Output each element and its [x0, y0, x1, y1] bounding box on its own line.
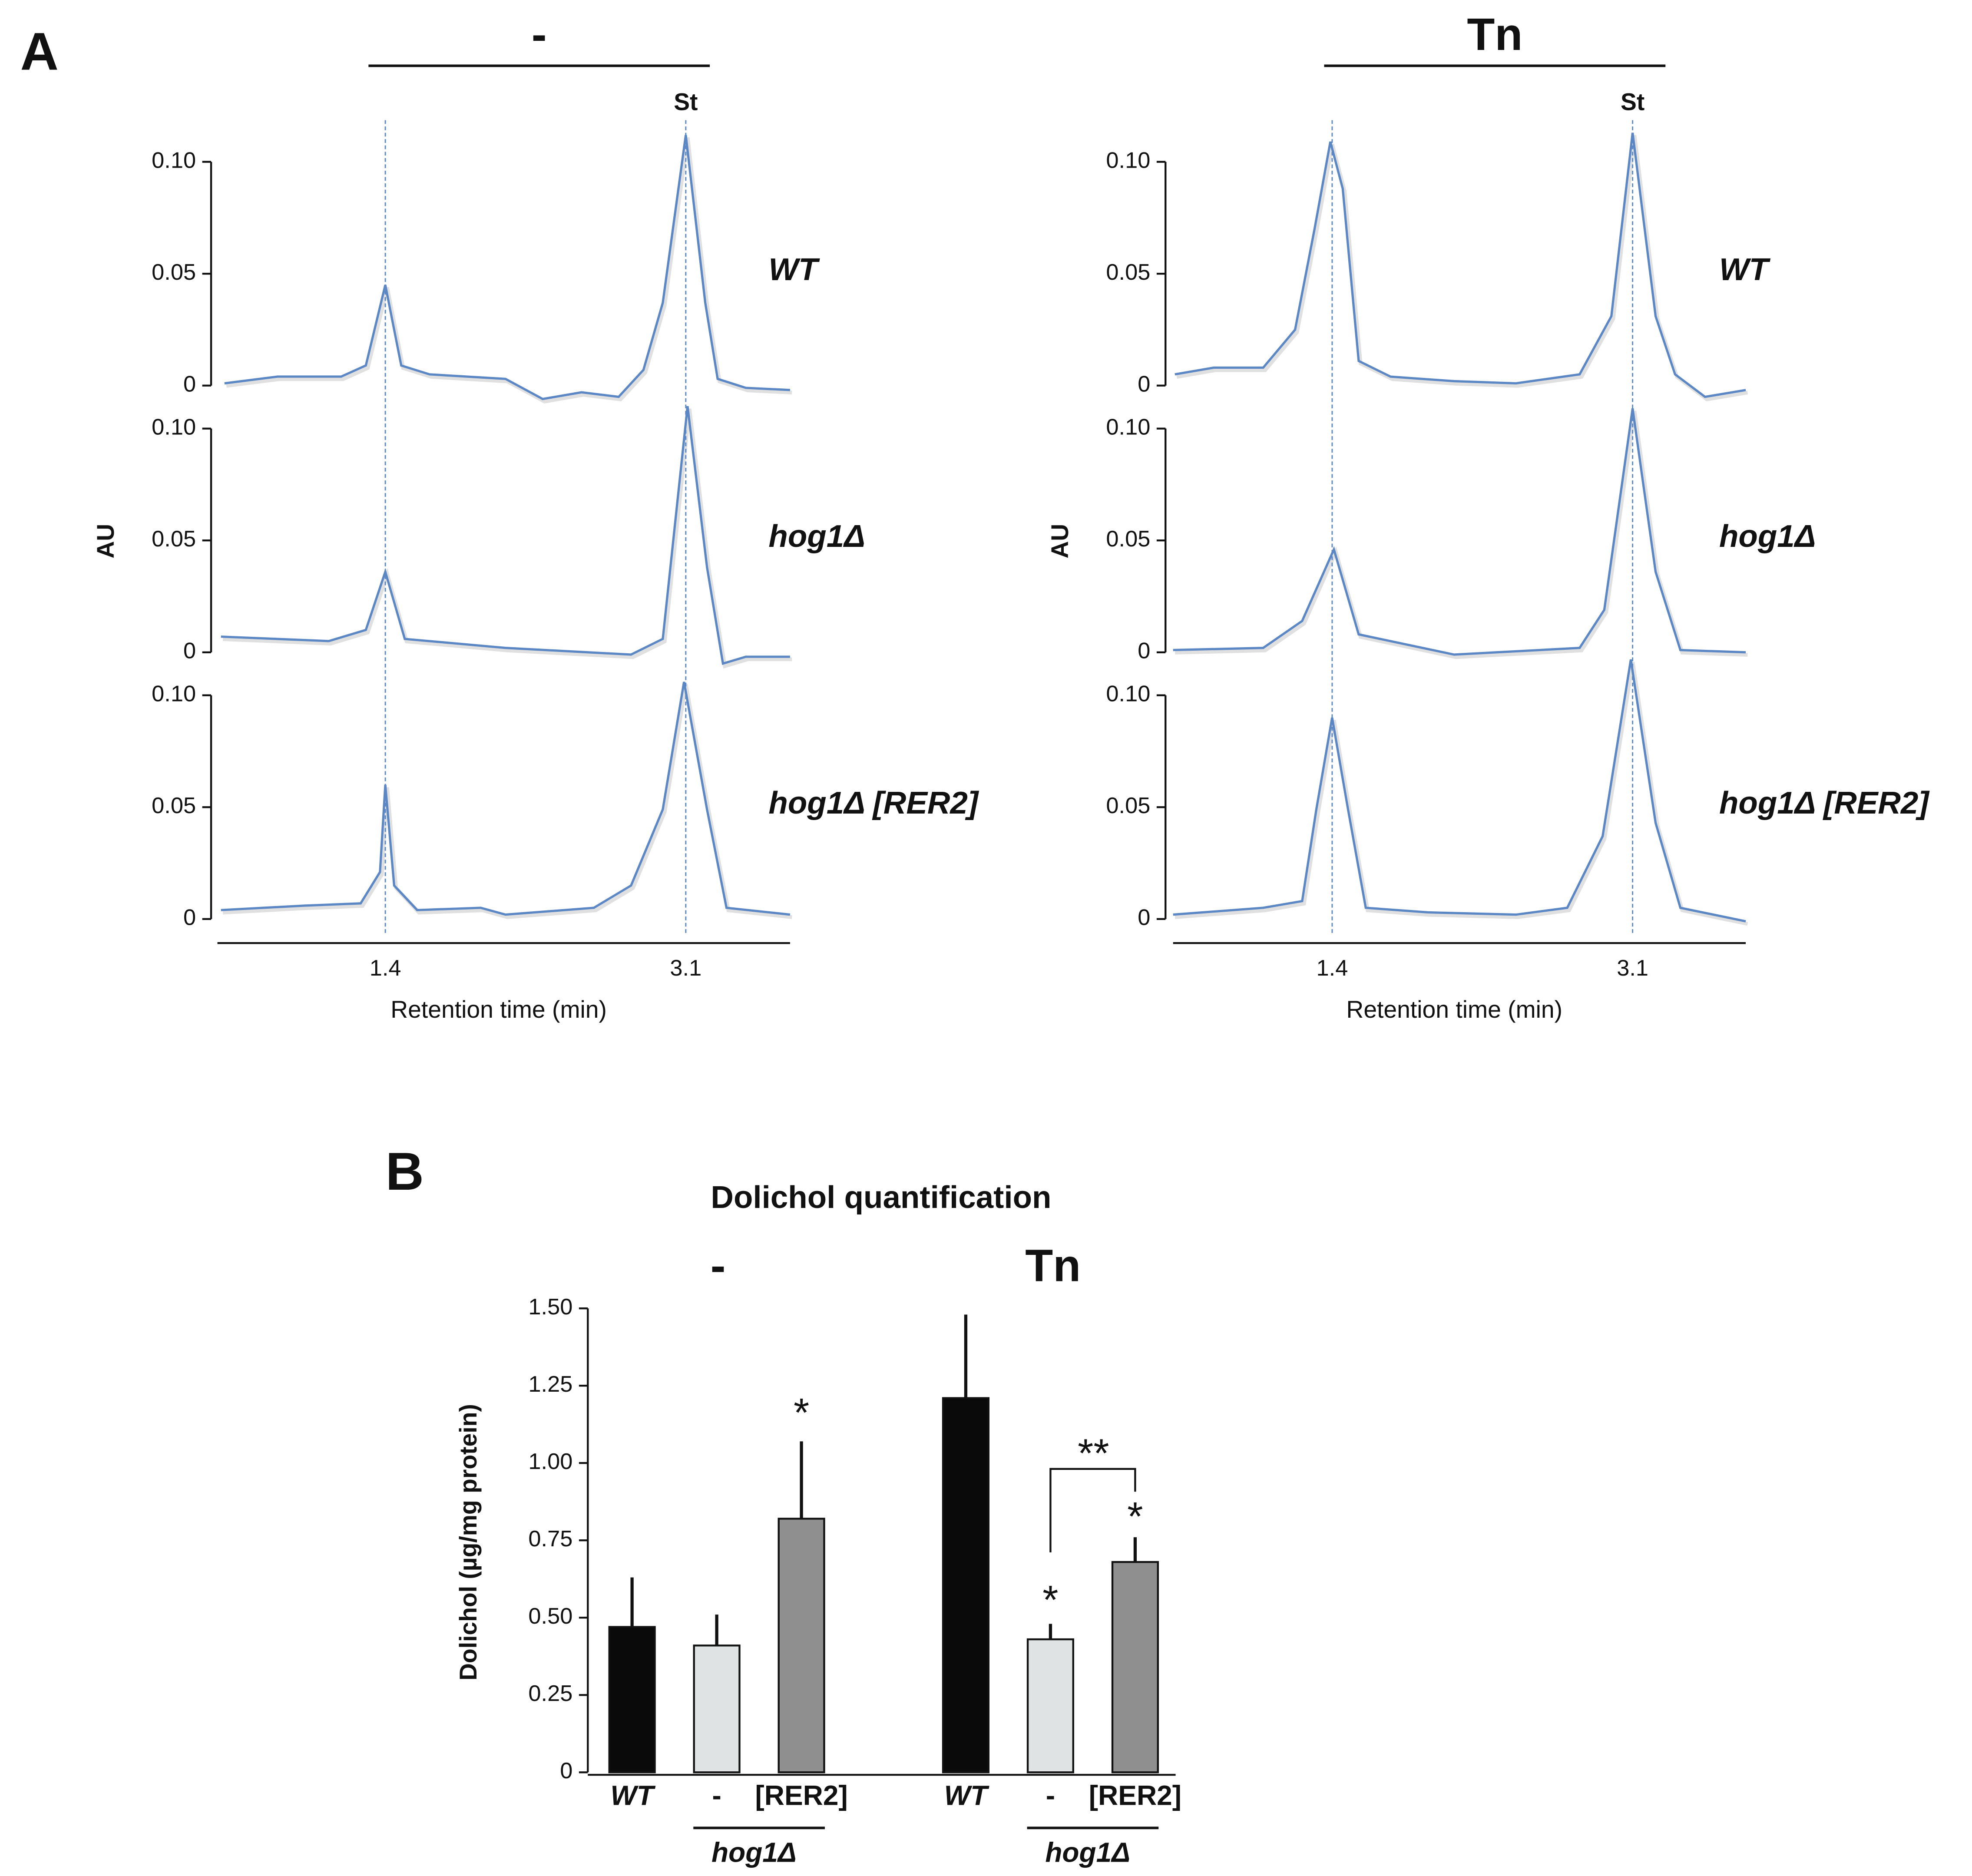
bar [608, 1626, 656, 1773]
strain-label: hog1Δ [1719, 519, 1816, 554]
y-tick-label: 0 [1138, 905, 1150, 930]
strain-label: hog1Δ [RER2] [768, 785, 979, 821]
y-tick-label: 0 [560, 1758, 572, 1783]
y-tick-label: 0.50 [528, 1604, 572, 1629]
trace-shadow [1175, 662, 1748, 926]
trace [1173, 408, 1746, 656]
y-axis-label: AU [1046, 524, 1073, 559]
group-label: - [711, 1241, 726, 1291]
strain-label: hog1Δ [768, 519, 865, 554]
bar [693, 1644, 741, 1773]
condition-label: - [532, 9, 547, 60]
x-axis-label: Retention time (min) [1346, 996, 1562, 1023]
group-sublabel: hog1Δ [1045, 1836, 1130, 1868]
significance-mark: ** [1078, 1430, 1109, 1476]
y-tick-label: 0.10 [152, 682, 196, 707]
x-tick-label: [RER2] [755, 1780, 847, 1811]
y-tick-label: 1.50 [528, 1294, 572, 1320]
x-axis-label: Retention time (min) [390, 996, 607, 1023]
standard-label: St [1621, 88, 1644, 115]
y-tick-label: 0.10 [152, 415, 196, 440]
y-tick-label: 0 [1138, 372, 1150, 397]
strain-label: hog1Δ [RER2] [1719, 785, 1930, 821]
x-tick-label: [RER2] [1089, 1780, 1181, 1811]
y-tick-label: 0.05 [1106, 260, 1150, 285]
y-tick-label: 0.75 [528, 1526, 572, 1552]
y-tick-label: 0.05 [1106, 526, 1150, 552]
y-tick-label: 1.00 [528, 1449, 572, 1474]
chart-title: Dolichol quantification [711, 1180, 1051, 1215]
trace [224, 135, 791, 400]
panel-label: B [386, 1141, 424, 1201]
significance-mark: * [1127, 1494, 1143, 1539]
y-tick-label: 0.10 [152, 148, 196, 173]
trace-shadow [222, 684, 792, 919]
x-tick-label: WT [944, 1780, 989, 1811]
x-tick-label: - [1046, 1780, 1055, 1811]
y-tick-label: 0.10 [1106, 682, 1150, 707]
y-tick-label: 0.10 [1106, 415, 1150, 440]
y-axis-label: Dolichol (µg/mg protein) [455, 1404, 482, 1681]
significance-bracket [1049, 1468, 1136, 1552]
condition-label: Tn [1467, 9, 1522, 60]
y-tick-label: 0.05 [152, 526, 196, 552]
y-tick-label: 0 [183, 639, 196, 664]
bar [1111, 1561, 1159, 1773]
y-tick-label: 0.05 [1106, 793, 1150, 818]
group-sublabel: hog1Δ [711, 1836, 797, 1868]
trace-shadow [226, 137, 792, 404]
y-tick-label: 0 [183, 372, 196, 397]
y-tick-label: 1.25 [528, 1372, 572, 1397]
y-tick-label: 0 [183, 905, 196, 930]
bar [1026, 1638, 1074, 1773]
panel-label: A [20, 21, 59, 81]
x-tick-label: - [712, 1780, 721, 1811]
x-tick-label: 1.4 [1317, 956, 1348, 981]
standard-label: St [674, 88, 698, 115]
strain-label: WT [1719, 252, 1771, 287]
y-tick-label: 0 [1138, 639, 1150, 664]
y-axis-label: AU [92, 524, 119, 559]
x-tick-label: WT [610, 1780, 655, 1811]
y-tick-label: 0.25 [528, 1681, 572, 1706]
significance-mark: * [794, 1390, 809, 1435]
bar [942, 1397, 990, 1773]
trace [1175, 132, 1746, 398]
trace [221, 406, 790, 665]
trace [1173, 659, 1746, 923]
group-label: Tn [1025, 1241, 1081, 1291]
trace-shadow [222, 408, 792, 669]
x-tick-label: 3.1 [670, 956, 701, 981]
y-tick-label: 0.05 [152, 260, 196, 285]
significance-mark: * [1042, 1577, 1058, 1622]
x-tick-label: 1.4 [370, 956, 401, 981]
bar [778, 1518, 825, 1773]
strain-label: WT [768, 252, 820, 287]
y-tick-label: 0.05 [152, 793, 196, 818]
trace [221, 682, 791, 916]
x-tick-label: 3.1 [1617, 956, 1648, 981]
y-tick-label: 0.10 [1106, 148, 1150, 173]
